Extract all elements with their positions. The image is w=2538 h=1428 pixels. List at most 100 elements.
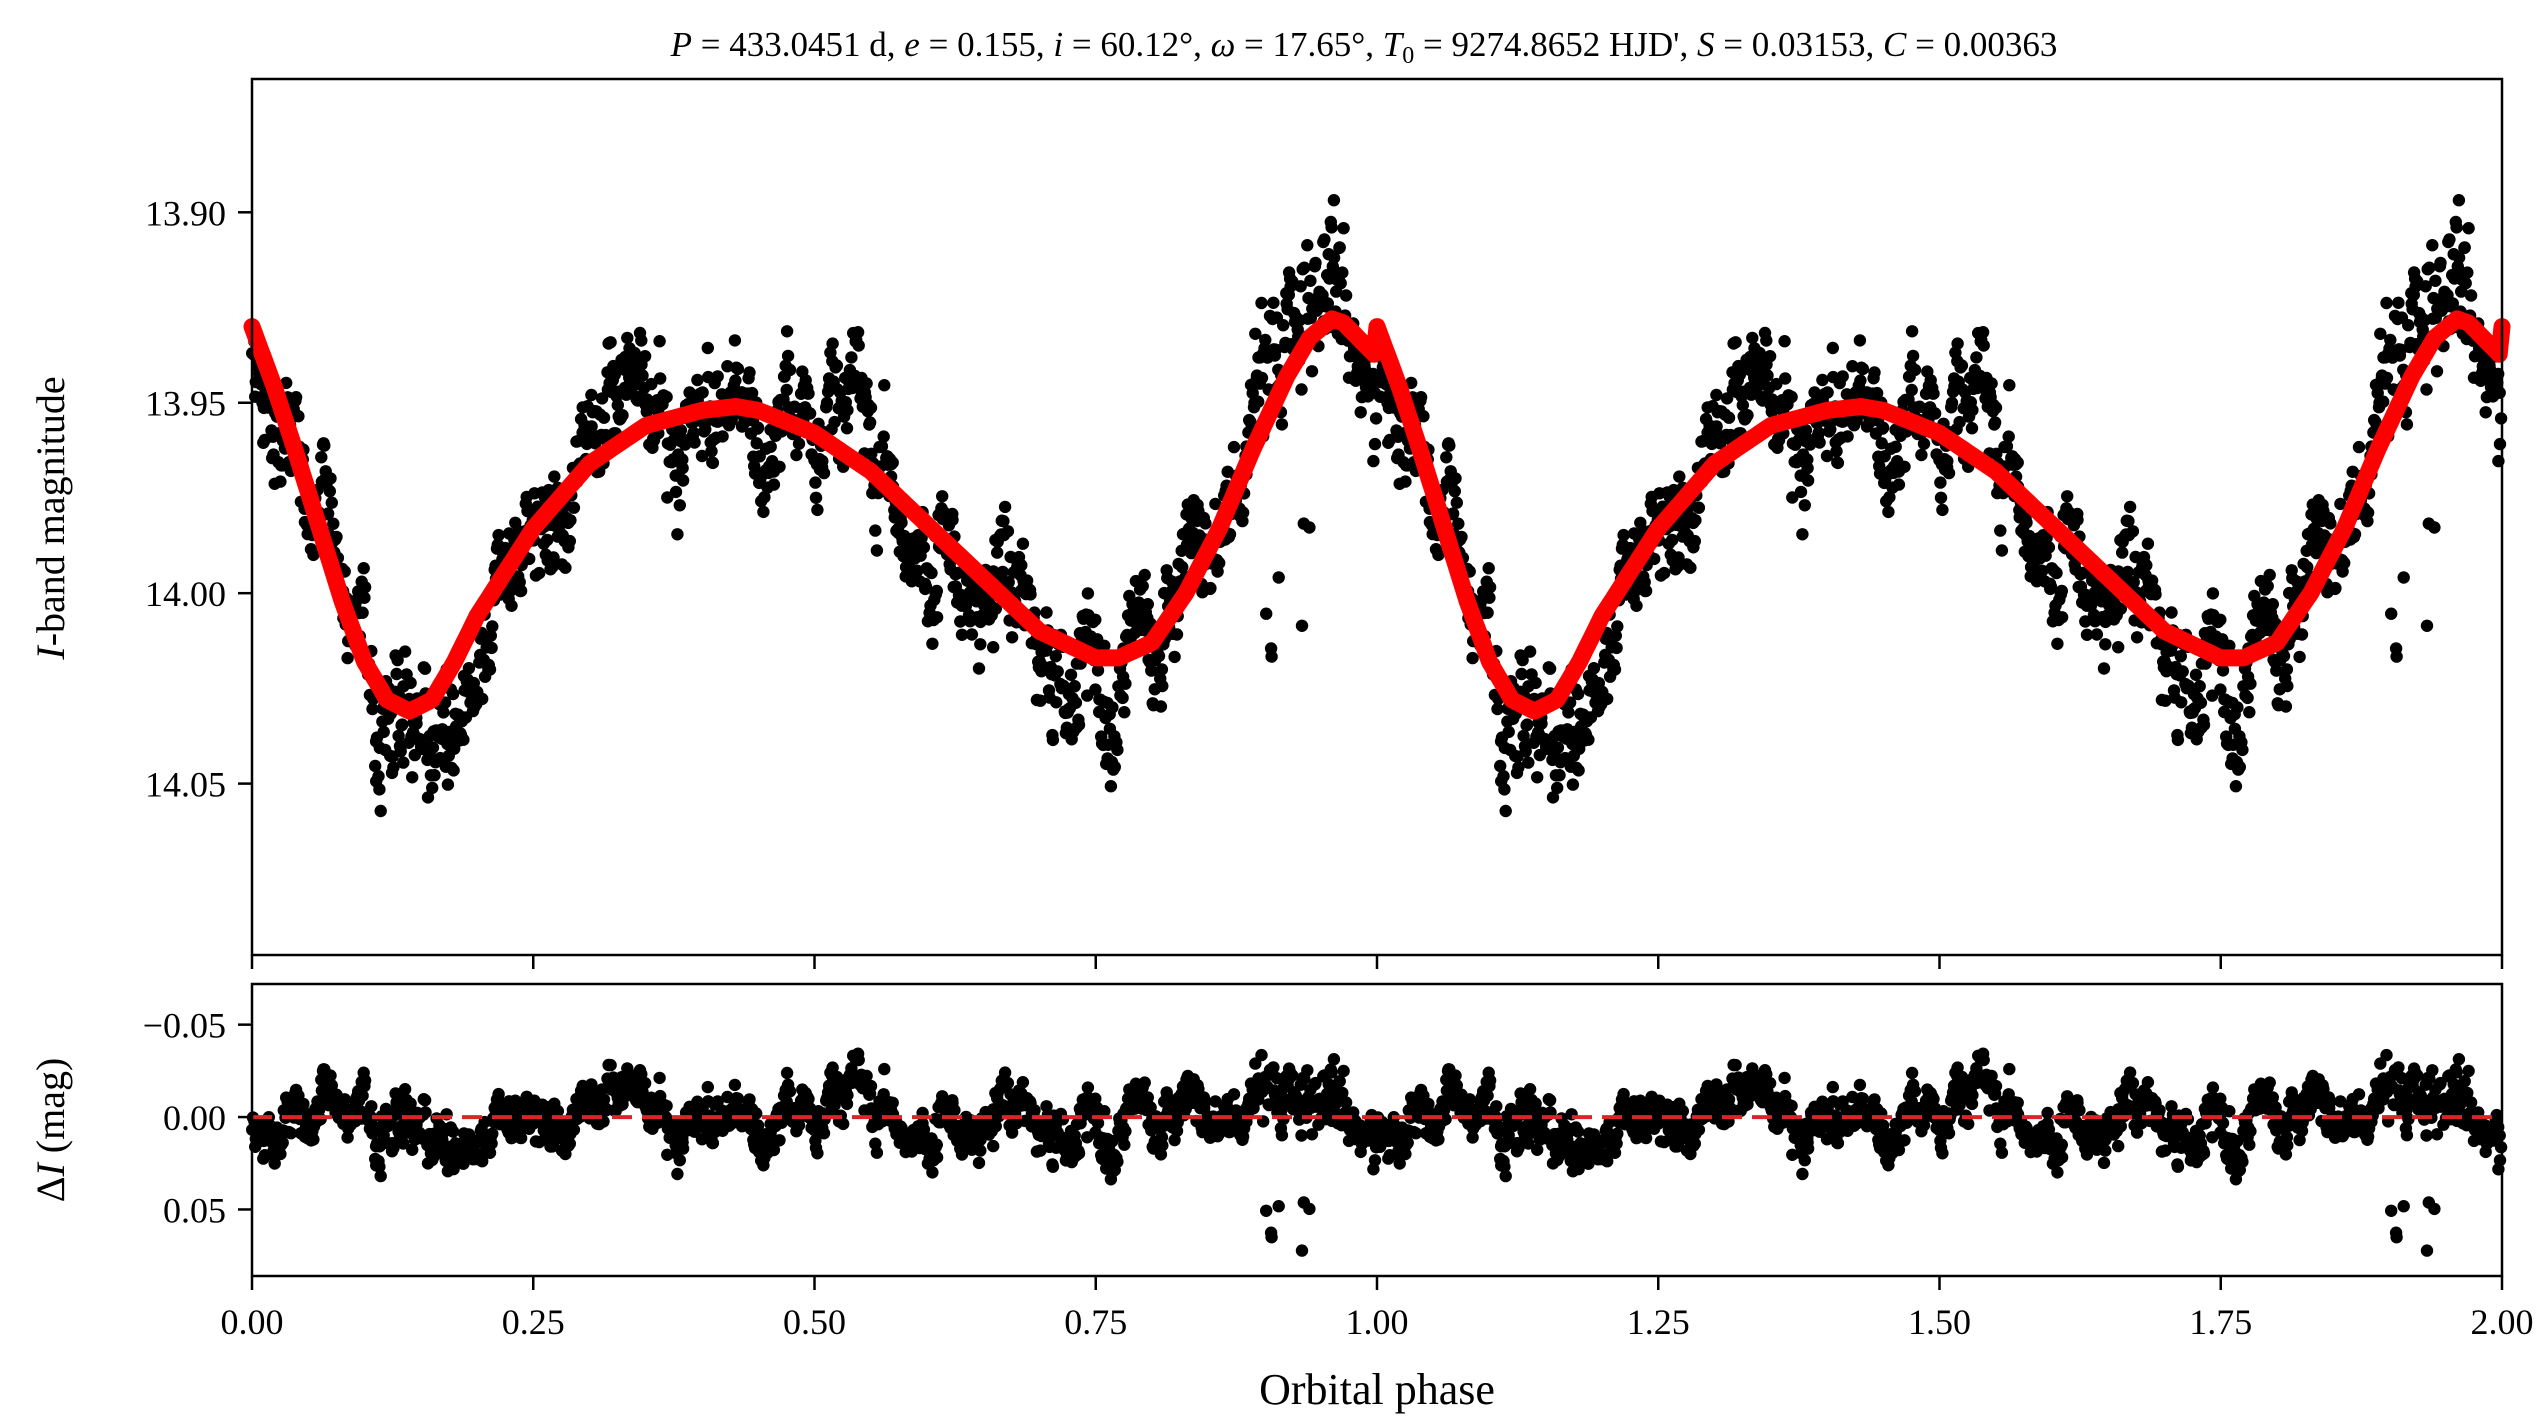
data-point xyxy=(2055,611,2069,624)
data-point xyxy=(1001,525,1015,538)
data-point xyxy=(2430,365,2444,378)
data-point xyxy=(1499,804,1512,818)
data-point xyxy=(2301,560,2314,574)
data-point xyxy=(987,641,1000,654)
data-point xyxy=(1369,412,1383,425)
residual-point xyxy=(1437,1103,1451,1117)
data-point xyxy=(2061,490,2074,503)
data-point xyxy=(1517,729,1530,743)
residual-point xyxy=(563,1137,576,1150)
residual-point xyxy=(1853,1078,1867,1092)
data-point xyxy=(1236,506,1250,519)
data-point xyxy=(1856,362,1870,376)
data-point xyxy=(369,759,382,773)
data-point xyxy=(2324,517,2337,530)
residual-point xyxy=(1798,1154,1812,1167)
data-point xyxy=(2145,574,2159,587)
data-point xyxy=(366,702,379,716)
residual-point xyxy=(1831,1136,1845,1150)
residual-point xyxy=(284,1127,298,1140)
data-point xyxy=(1729,336,1742,349)
data-point xyxy=(2270,664,2283,677)
data-point xyxy=(870,544,884,557)
residual-point xyxy=(1523,1083,1537,1096)
data-point xyxy=(998,500,1012,514)
residual-point xyxy=(751,1119,765,1132)
data-point xyxy=(691,373,704,387)
data-point xyxy=(728,334,742,347)
data-point xyxy=(1494,759,1507,773)
data-point xyxy=(1277,319,1290,332)
data-point xyxy=(1870,386,1884,400)
residual-point xyxy=(1908,1085,1922,1098)
data-point xyxy=(2266,598,2279,611)
top-data-points xyxy=(246,194,2508,818)
data-point xyxy=(406,771,419,784)
data-point xyxy=(318,439,331,452)
residual-point xyxy=(1820,1133,1834,1146)
data-point xyxy=(1145,664,1158,677)
residual-point xyxy=(676,1142,690,1155)
data-point xyxy=(2420,619,2434,632)
data-point xyxy=(1785,390,1798,404)
data-point xyxy=(1824,423,1837,436)
residual-point xyxy=(1091,1116,1105,1130)
residual-point xyxy=(1249,1057,1262,1070)
data-point xyxy=(1955,359,1969,372)
data-point xyxy=(2176,665,2189,678)
data-point xyxy=(2420,383,2433,396)
residual-point xyxy=(338,1093,351,1106)
data-point xyxy=(660,390,673,404)
data-point xyxy=(373,783,386,796)
data-point xyxy=(2174,650,2187,663)
data-point xyxy=(483,663,497,676)
data-point xyxy=(447,764,460,777)
data-point xyxy=(1761,369,1774,382)
data-point xyxy=(811,503,824,517)
data-point xyxy=(1608,663,1622,676)
residual-point xyxy=(870,1146,884,1159)
residual-point xyxy=(1422,1097,1435,1111)
data-point xyxy=(1917,437,1931,450)
residual-point xyxy=(1286,1069,1299,1082)
data-point xyxy=(743,366,756,379)
data-point xyxy=(1515,667,1528,681)
data-point xyxy=(2071,513,2084,527)
data-point xyxy=(1831,456,1845,470)
data-point xyxy=(936,490,949,503)
residual-point xyxy=(1005,1126,1019,1139)
residual-point xyxy=(485,1137,498,1150)
residual-point xyxy=(1303,1202,1316,1216)
data-point xyxy=(2452,251,2466,264)
data-point xyxy=(418,662,432,675)
data-point xyxy=(1868,366,1881,379)
residual-point xyxy=(773,1134,786,1147)
data-point xyxy=(1994,524,2007,537)
data-point xyxy=(1405,376,1418,390)
data-point xyxy=(636,369,649,382)
data-point xyxy=(1368,437,1382,451)
data-point xyxy=(357,562,370,575)
data-point xyxy=(484,629,497,642)
data-point xyxy=(356,606,369,619)
data-point xyxy=(654,372,667,385)
data-point xyxy=(2044,580,2058,593)
data-point xyxy=(671,528,684,541)
data-point xyxy=(2479,406,2492,419)
data-point xyxy=(1951,337,1964,350)
data-point xyxy=(696,386,709,399)
data-point xyxy=(809,476,822,489)
data-point xyxy=(809,491,823,504)
data-point xyxy=(280,376,293,390)
residual-point xyxy=(1089,1092,1102,1105)
data-point xyxy=(852,339,865,352)
residual-point xyxy=(1262,1098,1276,1112)
residual-point xyxy=(1617,1087,1630,1101)
data-point xyxy=(757,505,770,519)
data-point xyxy=(1611,620,1624,633)
data-point xyxy=(323,485,336,498)
residual-point xyxy=(356,1089,369,1102)
residual-point xyxy=(1260,1204,1273,1218)
data-point xyxy=(817,466,831,480)
